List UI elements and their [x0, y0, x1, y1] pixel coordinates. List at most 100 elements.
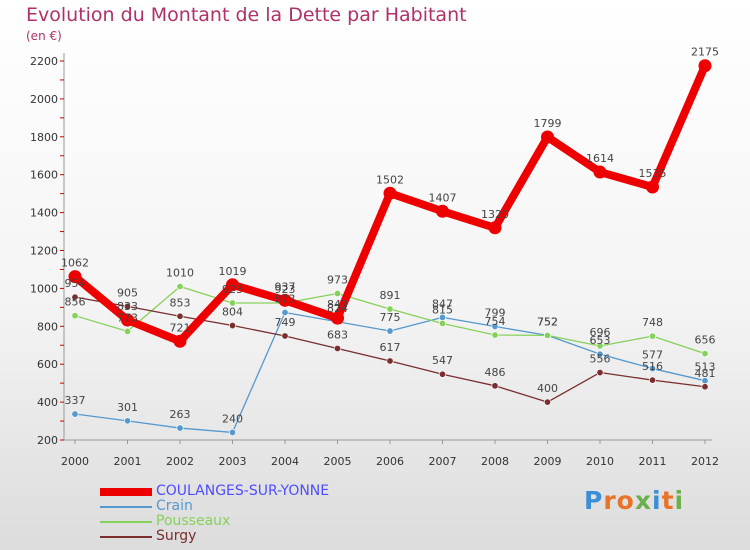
data-point: [71, 410, 79, 418]
x-tick-label: 2012: [691, 455, 719, 468]
data-label: 653: [590, 334, 611, 347]
data-label: 1535: [639, 167, 667, 180]
data-label: 1010: [166, 267, 194, 280]
data-label: 923: [222, 283, 243, 296]
data-label: 683: [327, 328, 348, 341]
data-label: 1799: [534, 117, 562, 130]
data-label: 481: [695, 367, 716, 380]
data-point: [543, 398, 551, 406]
x-tick-label: 2005: [324, 455, 352, 468]
data-point: [701, 350, 709, 358]
logo-letter: i: [674, 486, 685, 515]
data-label: 1320: [481, 208, 509, 221]
data-point: [386, 327, 394, 335]
legend-swatch: [100, 506, 152, 508]
y-tick-label: 200: [37, 434, 58, 447]
data-label: 824: [327, 302, 348, 315]
data-label: 833: [117, 300, 138, 313]
axes: 200 400 600 800 1000 1200 1400 1600 1800 2000 2200…: [30, 53, 719, 468]
data-point: [491, 322, 499, 330]
y-tick-label: 1000: [30, 282, 58, 295]
data-point: [333, 290, 341, 298]
data-label: 749: [275, 316, 296, 329]
data-label: 400: [537, 382, 558, 395]
data-point: [68, 270, 82, 284]
data-point: [698, 59, 712, 73]
x-tick-label: 2011: [639, 455, 667, 468]
y-tick-label: 800: [37, 320, 58, 333]
logo-letter: x: [634, 486, 652, 515]
data-point: [176, 283, 184, 291]
y-tick-label: 1200: [30, 245, 58, 258]
x-tick-label: 2008: [481, 455, 509, 468]
y-tick-label: 2000: [30, 93, 58, 106]
data-label: 891: [380, 289, 401, 302]
data-point: [124, 302, 132, 310]
data-label: 1019: [219, 265, 247, 278]
data-point: [333, 344, 341, 352]
data-label: 752: [537, 315, 558, 328]
data-point: [701, 383, 709, 391]
data-point: [596, 350, 604, 358]
data-point: [436, 204, 449, 218]
y-tick-label: 600: [37, 358, 58, 371]
x-tick-label: 2009: [534, 455, 562, 468]
data-label: 937: [275, 280, 296, 293]
x-tick-label: 2007: [429, 455, 457, 468]
data-label: 799: [485, 306, 506, 319]
data-label: 547: [432, 354, 453, 367]
logo-letter: o: [616, 486, 635, 515]
x-tick-label: 2010: [586, 455, 614, 468]
legend-label: COULANGES-SUR-YONNE: [156, 483, 330, 499]
legend-label: Pousseaux: [156, 513, 231, 529]
data-label: 804: [222, 306, 243, 319]
legend-label: Surgy: [156, 528, 197, 544]
data-label: 752: [537, 315, 558, 328]
x-tick-label: 2006: [376, 455, 404, 468]
data-point: [488, 221, 502, 235]
data-point: [386, 357, 394, 365]
data-point: [229, 322, 237, 330]
x-tick-label: 2000: [61, 455, 89, 468]
data-label: 656: [695, 334, 716, 347]
legend-label: Crain: [156, 498, 193, 514]
data-point: [281, 308, 289, 316]
data-labels: 1062 833 721 1019 937 843 1502 1407 1320 1799 1614…: [61, 46, 719, 426]
data-label: 773: [117, 311, 138, 324]
data-label: 853: [170, 296, 191, 309]
legend-swatch: [100, 536, 152, 538]
data-label: 240: [222, 412, 243, 425]
data-label: 577: [642, 349, 663, 362]
data-point: [176, 424, 184, 432]
data-point: [648, 332, 656, 340]
legend-swatch: [100, 521, 152, 523]
y-tick-label: 2200: [30, 55, 58, 68]
data-point: [71, 293, 79, 301]
data-label: 856: [65, 296, 86, 309]
data-point: [596, 342, 604, 350]
data-label: 263: [170, 408, 191, 421]
data-label: 847: [432, 297, 453, 310]
data-point: [173, 334, 187, 348]
x-tick-label: 2002: [166, 455, 194, 468]
data-point: [229, 299, 237, 307]
data-point: [229, 428, 237, 436]
data-point: [491, 331, 499, 339]
data-point: [648, 376, 656, 384]
data-point: [438, 319, 446, 327]
data-label: 721: [170, 321, 191, 334]
data-point: [491, 382, 499, 390]
data-point: [226, 278, 239, 292]
data-point: [121, 313, 134, 327]
data-label: 815: [432, 303, 453, 316]
data-point: [648, 365, 656, 373]
data-label: 301: [117, 401, 138, 414]
legend-swatch: [100, 488, 152, 496]
logo-letter: t: [661, 486, 675, 515]
data-label: 513: [695, 361, 716, 374]
data-label: 617: [380, 341, 401, 354]
chart-unit-label: (en €): [26, 29, 62, 43]
data-point: [281, 332, 289, 340]
data-label: 775: [380, 311, 401, 324]
